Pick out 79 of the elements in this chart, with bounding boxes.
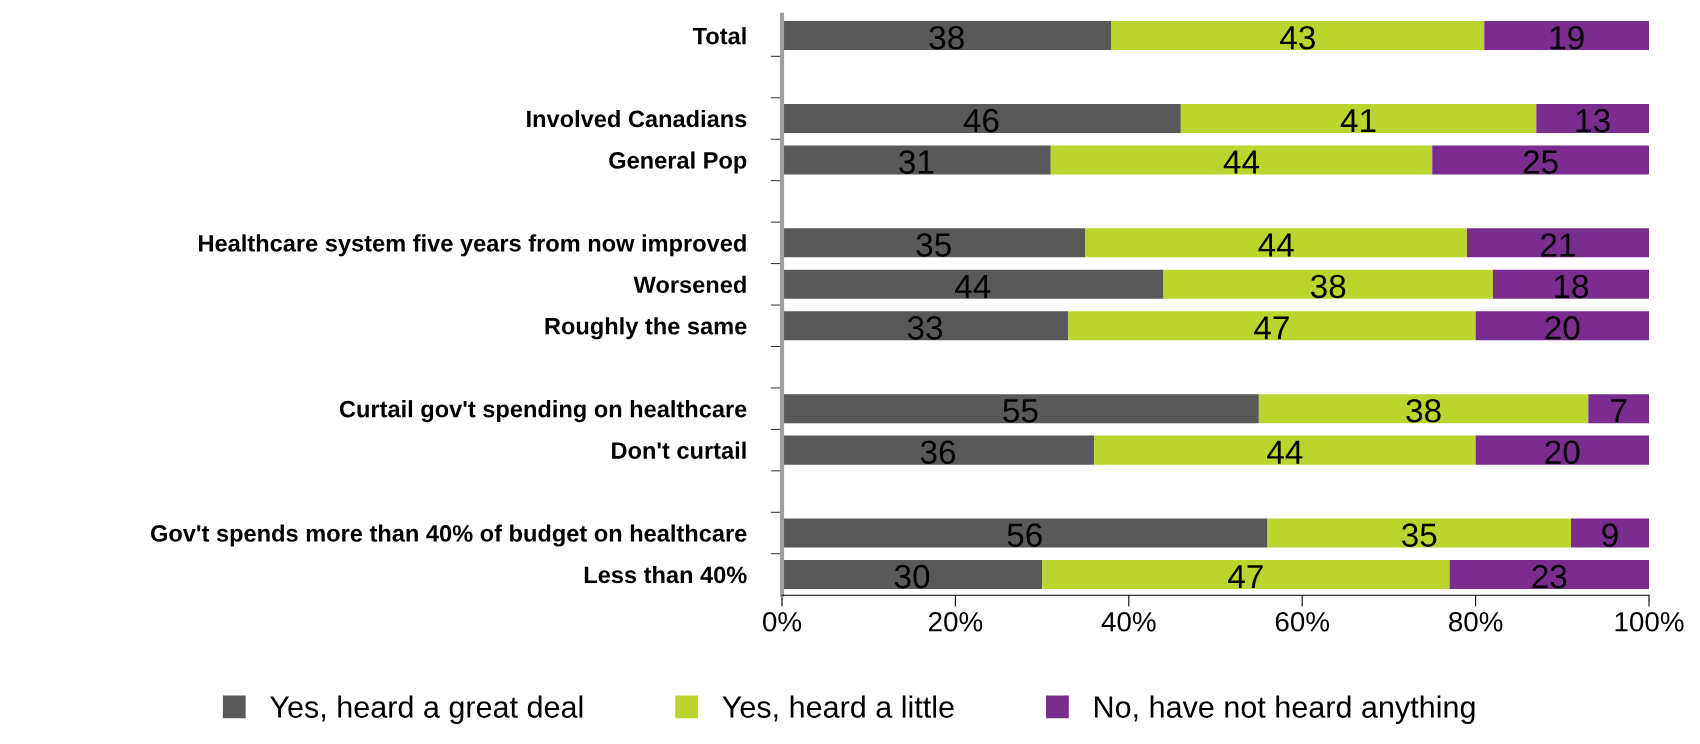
bar — [782, 269, 1164, 299]
y-tick-label: General Pop — [609, 151, 747, 174]
data-label: 47 — [1228, 565, 1263, 589]
bar — [1484, 21, 1649, 51]
bar — [1267, 518, 1571, 548]
data-label: 33 — [907, 316, 943, 340]
bar — [782, 394, 1259, 424]
data-label: 44 — [1267, 440, 1303, 464]
data-label: 38 — [1310, 274, 1346, 299]
data-label: 44 — [1258, 233, 1294, 257]
data-label: 36 — [920, 440, 956, 465]
data-label: 30 — [894, 564, 930, 589]
y-tick-label: Gov't spends more than 40% of budget on healthcare — [150, 524, 747, 547]
x-tick-label: 40% — [1101, 611, 1156, 632]
data-label: 41 — [1340, 109, 1376, 133]
data-label: 55 — [1003, 399, 1038, 423]
bar — [1042, 559, 1450, 589]
data-label: 35 — [1401, 523, 1437, 547]
data-label: 31 — [899, 150, 934, 174]
x-tick-label: 20% — [929, 611, 983, 632]
bar — [1449, 559, 1649, 589]
y-tick-label: Curtail gov't spending on healthcare — [339, 400, 747, 423]
y-tick-label: Don't curtail — [612, 441, 746, 459]
bar — [1475, 435, 1649, 465]
bar — [1094, 435, 1476, 465]
data-label: 44 — [954, 274, 991, 298]
data-label: 43 — [1280, 25, 1315, 50]
data-label: 20 — [1545, 316, 1580, 340]
y-tick-label: Roughly the same — [545, 317, 747, 340]
bar — [782, 435, 1095, 465]
x-tick-label: 100% — [1615, 611, 1684, 632]
x-tick-label: 60% — [1275, 611, 1330, 632]
bar — [1111, 21, 1485, 51]
y-tick-label: Healthcare system five years from now improved — [199, 234, 746, 257]
bar — [1163, 269, 1493, 299]
data-label: 13 — [1576, 108, 1610, 133]
bar — [782, 559, 1043, 589]
bar — [1258, 394, 1589, 424]
bar — [782, 228, 1086, 258]
bar — [782, 21, 1112, 51]
bar — [1050, 145, 1433, 175]
y-tick-label: Worsened — [633, 275, 746, 294]
bar — [782, 104, 1181, 134]
legend-label: No, have not heard anything — [1095, 695, 1475, 724]
bar — [1492, 269, 1649, 299]
data-label: 7 — [1611, 399, 1627, 423]
data-label: 19 — [1550, 25, 1584, 50]
data-label: 21 — [1541, 233, 1575, 257]
bar — [782, 145, 1051, 175]
data-label: 25 — [1523, 150, 1558, 174]
bar — [1466, 228, 1649, 258]
data-label: 38 — [929, 25, 964, 50]
x-tick-label: 80% — [1449, 611, 1503, 632]
data-label: 44 — [1223, 150, 1260, 174]
y-tick-label: Total — [692, 27, 746, 45]
data-label: 18 — [1554, 274, 1589, 299]
data-label: 47 — [1254, 316, 1289, 340]
bar — [1475, 311, 1649, 341]
bar — [1570, 518, 1649, 548]
y-tick-label: Less than 40% — [584, 565, 747, 584]
data-label: 46 — [963, 108, 999, 133]
data-label: 20 — [1545, 440, 1580, 465]
legend-label: Yes, heard a little — [722, 695, 954, 722]
bar — [1085, 228, 1467, 258]
y-tick-label: Involved Canadians — [527, 109, 747, 128]
bar — [1432, 145, 1649, 175]
legend-label: Yes, heard a great deal — [270, 695, 583, 724]
data-label: 9 — [1602, 523, 1618, 547]
data-label: 23 — [1532, 564, 1567, 589]
bar — [1536, 104, 1649, 134]
bar — [1068, 311, 1476, 341]
x-tick-label: 0% — [763, 611, 802, 632]
data-label: 56 — [1007, 523, 1042, 547]
data-label: 38 — [1406, 398, 1441, 423]
bar — [782, 518, 1268, 548]
bar — [1588, 394, 1649, 424]
bar — [1180, 104, 1537, 134]
data-label: 35 — [916, 233, 951, 257]
bar — [782, 311, 1069, 341]
